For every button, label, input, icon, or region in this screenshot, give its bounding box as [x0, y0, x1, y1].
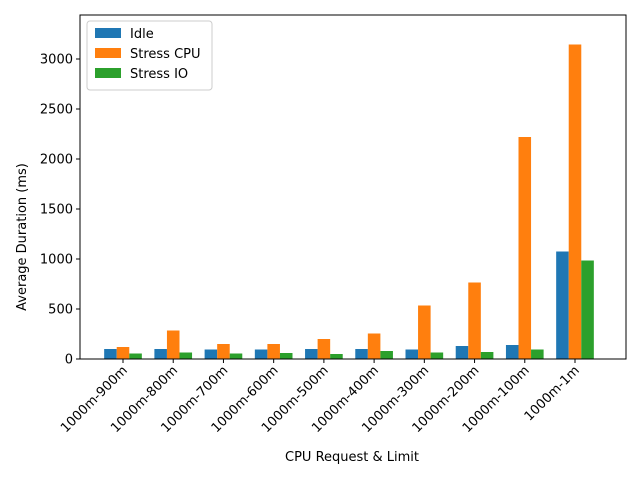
bars-group — [104, 44, 594, 359]
legend-label: Stress IO — [130, 67, 188, 82]
plot-frame — [79, 14, 627, 360]
bar-stress-cpu-1000m-700m — [217, 344, 230, 359]
bar-idle-1000m-600m — [254, 349, 268, 359]
bar-idle-1000m-200m — [455, 346, 469, 359]
bar-stress-cpu-1000m-200m — [468, 282, 481, 359]
bar-stress-cpu-1000m-100m — [518, 137, 532, 359]
y-axis: 0 500 1000 1500 2000 2500 3000 — [40, 53, 80, 368]
bar-idle-1000m-700m — [204, 349, 218, 359]
bar-stress-io-1000m-200m — [480, 352, 494, 359]
x-axis-label: CPU Request & Limit — [285, 450, 419, 465]
bar-idle-1000m-100m — [505, 345, 519, 359]
legend-label: Stress CPU — [130, 47, 201, 62]
bar-idle-1000m-900m — [104, 349, 117, 359]
y-tick-label: 1000 — [40, 253, 73, 268]
x-axis: 1000m-900m1000m-800m1000m-700m1000m-600m… — [58, 359, 583, 436]
y-axis-label: Average Duration (ms) — [15, 163, 30, 311]
bar-idle-1000m-300m — [405, 349, 419, 359]
bar-stress-io-1000m-600m — [279, 353, 293, 359]
y-tick-label: 1500 — [40, 203, 73, 218]
bar-stress-io-1000m-1m — [581, 260, 594, 359]
bar-idle-1000m-1m — [556, 251, 569, 359]
legend-swatch — [95, 68, 121, 78]
bar-idle-1000m-500m — [305, 349, 318, 359]
bar-stress-cpu-1000m-400m — [367, 333, 381, 359]
bar-idle-1000m-800m — [154, 349, 167, 359]
bar-stress-io-1000m-700m — [229, 353, 243, 359]
bar-stress-cpu-1000m-1m — [568, 44, 582, 359]
y-tick-label: 0 — [65, 353, 73, 368]
legend-swatch — [95, 28, 121, 38]
bar-stress-io-1000m-300m — [430, 352, 444, 359]
bar-stress-io-1000m-400m — [380, 351, 393, 359]
legend-swatch — [95, 48, 121, 58]
y-tick-label: 500 — [48, 303, 73, 318]
bar-stress-cpu-1000m-600m — [267, 344, 280, 359]
bar-stress-io-1000m-800m — [179, 352, 193, 359]
y-tick-label: 2500 — [40, 103, 73, 118]
bar-stress-cpu-1000m-800m — [166, 330, 180, 359]
bar-stress-io-1000m-900m — [129, 353, 142, 359]
bar-stress-cpu-1000m-500m — [317, 339, 331, 359]
bar-stress-cpu-1000m-300m — [418, 305, 431, 359]
y-tick-label: 2000 — [40, 153, 73, 168]
bar-stress-io-1000m-500m — [330, 354, 343, 359]
bar-idle-1000m-400m — [355, 349, 368, 359]
legend: Idle Stress CPU Stress IO — [86, 20, 213, 91]
y-tick-label: 3000 — [40, 53, 73, 68]
legend-label: Idle — [130, 27, 154, 42]
bar-stress-cpu-1000m-900m — [116, 347, 130, 359]
bar-stress-io-1000m-100m — [531, 349, 544, 359]
